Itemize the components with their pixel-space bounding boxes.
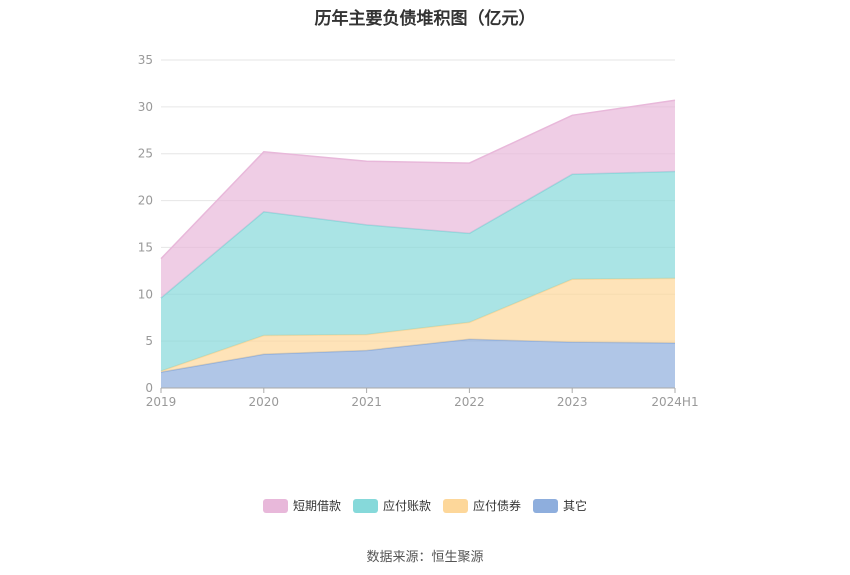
chart-title: 历年主要负债堆积图（亿元） [314, 9, 536, 29]
x-tick-label-5: 2024H1 [651, 395, 698, 409]
x-tick-label-4: 2023 [557, 395, 588, 409]
y-tick-label-1: 5 [145, 334, 153, 348]
series-line-3 [160, 99, 676, 260]
legend-item-0[interactable]: 短期借款 [262, 497, 341, 514]
data-source: 数据来源：恒生聚源 [366, 550, 484, 565]
legend-item-3[interactable]: 其它 [533, 497, 587, 514]
y-tick-label-3: 15 [138, 240, 153, 254]
area-series-0 [161, 339, 675, 388]
x-tick-label-1: 2020 [249, 395, 280, 409]
x-tick-label-2: 2021 [351, 395, 382, 409]
legend: 短期借款 应付账款 应付债券 其它 [0, 497, 850, 514]
x-tick-label-0: 2019 [146, 395, 177, 409]
area-series-3 [161, 100, 675, 298]
legend-item-1[interactable]: 应付账款 [352, 497, 431, 514]
area-series [160, 99, 676, 388]
legend-swatch-0 [262, 498, 288, 513]
axes: 0 5 10 15 20 25 30 35 2019 2020 2021 2022 2023 2024H1 [138, 53, 699, 409]
y-tick-label-7: 35 [138, 53, 153, 67]
y-tick-label-6: 30 [138, 100, 153, 114]
y-tick-label-2: 10 [138, 287, 153, 301]
legend-swatch-2 [443, 498, 468, 513]
legend-label-3: 其它 [563, 499, 588, 513]
area-series-1 [161, 278, 675, 373]
legend-label-2: 应付债券 [473, 499, 522, 513]
legend-item-2[interactable]: 应付债券 [443, 497, 521, 514]
y-tick-label-4: 20 [138, 194, 153, 208]
legend-swatch-3 [533, 498, 559, 513]
y-tick-label-0: 0 [145, 381, 153, 395]
legend-label-0: 短期借款 [292, 499, 341, 513]
legend-label-1: 应付账款 [382, 499, 431, 513]
x-tick-label-3: 2022 [454, 395, 485, 409]
stacked-area-chart: 0 5 10 15 20 25 30 35 2019 2020 2021 2022 2023 2024H1 [138, 53, 699, 409]
y-tick-label-5: 25 [138, 147, 153, 161]
area-series-2 [161, 171, 675, 372]
legend-swatch-1 [352, 498, 378, 513]
